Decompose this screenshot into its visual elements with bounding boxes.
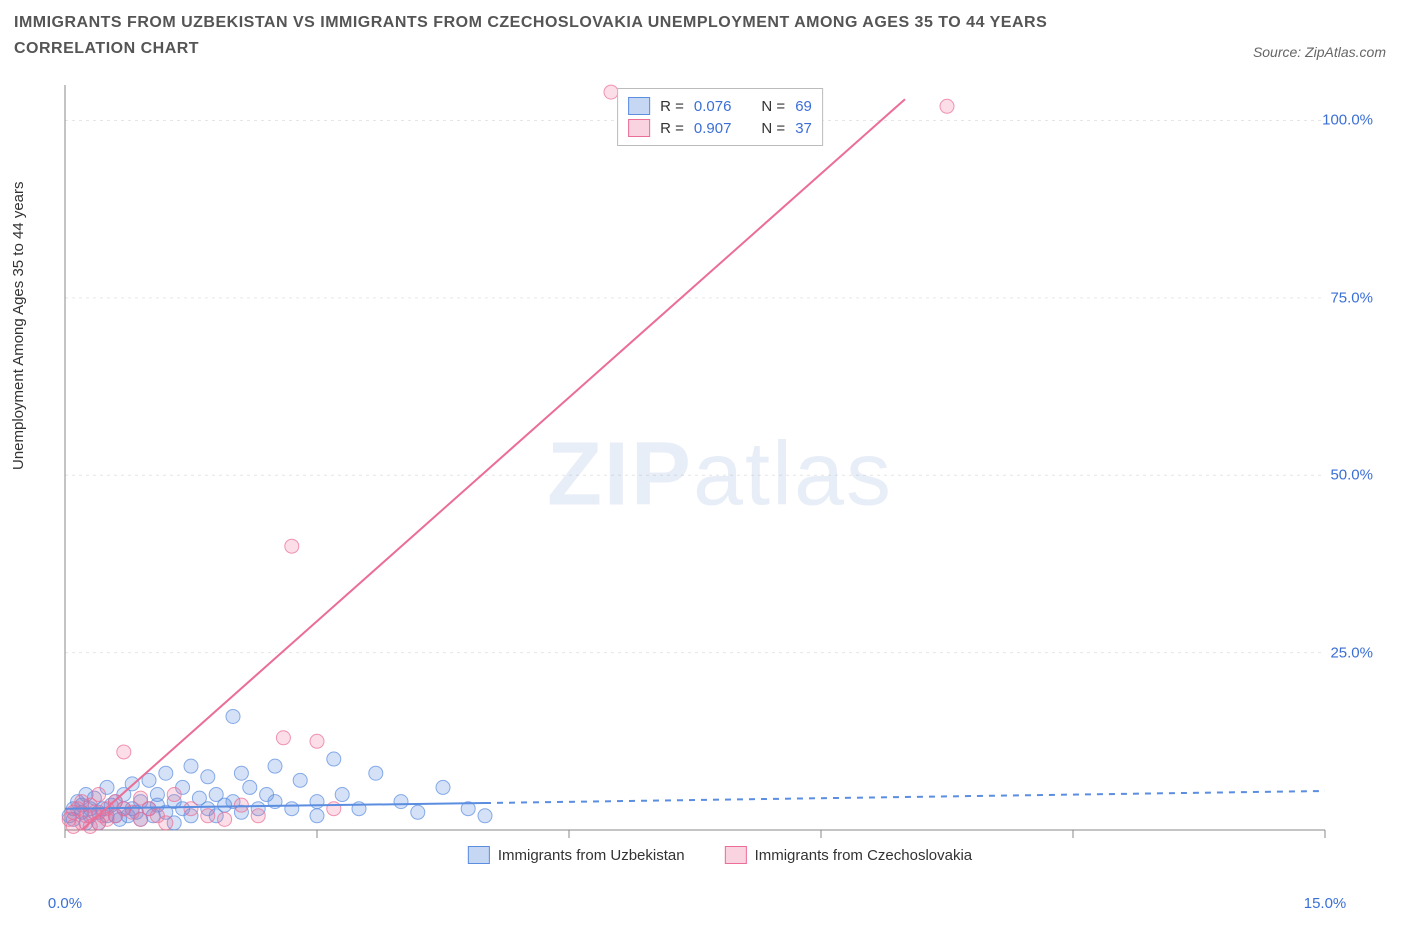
- swatch-icon: [628, 97, 650, 115]
- legend-label: Immigrants from Uzbekistan: [498, 847, 685, 864]
- y-axis-label: Unemployment Among Ages 35 to 44 years: [10, 181, 27, 470]
- r-label: R =: [660, 120, 684, 137]
- chart-title-line2: CORRELATION CHART: [14, 36, 1392, 62]
- y-tick-label: 50.0%: [1330, 467, 1373, 484]
- r-value: 0.076: [694, 98, 732, 115]
- y-tick-label: 75.0%: [1330, 289, 1373, 306]
- source-attribution: Source: ZipAtlas.com: [1253, 44, 1386, 60]
- y-tick-label: 100.0%: [1322, 112, 1373, 129]
- r-value: 0.907: [694, 120, 732, 137]
- stats-row-czechoslovakia: R = 0.907 N = 37: [628, 117, 812, 139]
- n-value: 37: [795, 120, 812, 137]
- x-tick-label: 15.0%: [1304, 895, 1347, 912]
- n-label: N =: [761, 120, 785, 137]
- legend-item-uzbekistan: Immigrants from Uzbekistan: [468, 846, 685, 864]
- x-tick-label: 0.0%: [48, 895, 82, 912]
- legend-label: Immigrants from Czechoslovakia: [755, 847, 973, 864]
- scatter-chart-svg: [55, 80, 1385, 870]
- n-label: N =: [761, 98, 785, 115]
- stats-row-uzbekistan: R = 0.076 N = 69: [628, 95, 812, 117]
- chart-plot-area: ZIPatlas R = 0.076 N = 69 R = 0.907 N = …: [55, 80, 1385, 870]
- swatch-icon: [725, 846, 747, 864]
- chart-title-line1: IMMIGRANTS FROM UZBEKISTAN VS IMMIGRANTS…: [14, 10, 1392, 36]
- swatch-icon: [468, 846, 490, 864]
- y-tick-label: 25.0%: [1330, 644, 1373, 661]
- stats-legend: R = 0.076 N = 69 R = 0.907 N = 37: [617, 88, 823, 146]
- swatch-icon: [628, 119, 650, 137]
- n-value: 69: [795, 98, 812, 115]
- legend-item-czechoslovakia: Immigrants from Czechoslovakia: [725, 846, 973, 864]
- series-legend: Immigrants from Uzbekistan Immigrants fr…: [468, 846, 972, 864]
- r-label: R =: [660, 98, 684, 115]
